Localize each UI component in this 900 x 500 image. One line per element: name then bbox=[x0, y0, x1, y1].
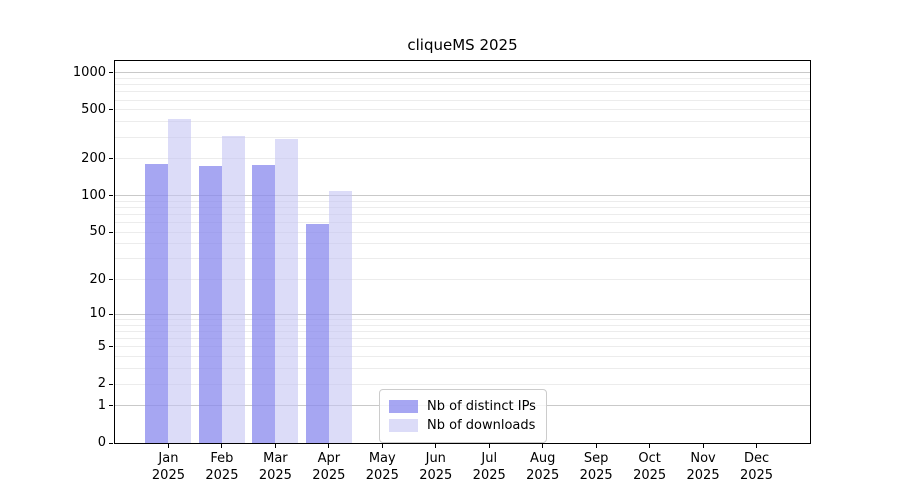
y-axis-tick-label: 20 bbox=[89, 271, 106, 287]
gridline-minor bbox=[115, 346, 810, 348]
gridline-minor bbox=[115, 136, 810, 138]
x-axis-tick-label: May 2025 bbox=[365, 451, 399, 483]
y-axis-tick-label: 100 bbox=[81, 187, 106, 203]
plot-area: Nb of distinct IPs Nb of downloads bbox=[114, 60, 811, 444]
y-axis-tick-label: 1 bbox=[97, 397, 106, 413]
chart-title: cliqueMS 2025 bbox=[407, 36, 518, 54]
x-axis-tick-label: Oct 2025 bbox=[633, 451, 667, 483]
legend-swatch-distinct-ips bbox=[389, 400, 418, 413]
x-axis-tick-label: Dec 2025 bbox=[739, 451, 774, 483]
x-axis-tick-label: Jun 2025 bbox=[419, 451, 453, 483]
gridline-minor bbox=[115, 383, 810, 385]
y-axis-tick-label: 200 bbox=[81, 150, 106, 166]
bar-distinct-ips-mar bbox=[252, 165, 276, 443]
gridline-minor bbox=[115, 356, 810, 358]
x-axis-tick-label: Jan 2025 bbox=[151, 451, 185, 483]
y-axis-tick-label: 1000 bbox=[72, 64, 106, 80]
gridline-minor bbox=[115, 214, 810, 216]
legend-label-downloads: Nb of downloads bbox=[427, 418, 536, 433]
gridline-minor bbox=[115, 279, 810, 281]
gridline-minor bbox=[115, 231, 810, 233]
gridline-minor bbox=[115, 258, 810, 260]
y-axis-tick-label: 2 bbox=[97, 376, 106, 392]
bar-distinct-ips-feb bbox=[198, 165, 222, 443]
x-axis-tick-label: Aug 2025 bbox=[526, 451, 560, 483]
gridline-minor bbox=[115, 206, 810, 208]
y-tick-mark bbox=[109, 231, 113, 233]
y-axis-tick-label: 10 bbox=[89, 306, 106, 322]
gridline-minor bbox=[115, 84, 810, 86]
legend-label-distinct-ips: Nb of distinct IPs bbox=[427, 399, 536, 414]
x-tick-mark bbox=[381, 444, 383, 448]
y-tick-mark bbox=[109, 195, 113, 197]
x-tick-mark bbox=[702, 444, 704, 448]
x-tick-mark bbox=[649, 444, 651, 448]
gridline-minor bbox=[115, 331, 810, 333]
gridline-minor bbox=[115, 319, 810, 321]
gridline-minor bbox=[115, 338, 810, 340]
legend: Nb of distinct IPs Nb of downloads bbox=[379, 389, 547, 443]
x-axis-tick-label: Feb 2025 bbox=[205, 451, 239, 483]
gridline-minor bbox=[115, 77, 810, 79]
gridline-minor bbox=[115, 121, 810, 123]
legend-swatch-downloads bbox=[389, 419, 418, 432]
y-tick-mark bbox=[109, 313, 113, 315]
x-tick-mark bbox=[595, 444, 597, 448]
x-axis-tick-label: Apr 2025 bbox=[312, 451, 346, 483]
gridline-minor bbox=[115, 91, 810, 93]
y-tick-mark bbox=[109, 442, 113, 444]
bar-downloads-mar bbox=[275, 139, 299, 443]
bar-downloads-apr bbox=[328, 190, 352, 443]
gridline-minor bbox=[115, 324, 810, 326]
gridline-major bbox=[115, 72, 810, 74]
bar-distinct-ips-apr bbox=[305, 223, 329, 443]
gridline-minor bbox=[115, 109, 810, 111]
y-tick-mark bbox=[109, 346, 113, 348]
gridline-minor bbox=[115, 222, 810, 224]
gridline-major bbox=[115, 313, 810, 315]
gridline-minor bbox=[115, 368, 810, 370]
x-axis-tick-label: Jul 2025 bbox=[472, 451, 506, 483]
gridline-minor bbox=[115, 200, 810, 202]
y-tick-mark bbox=[109, 279, 113, 281]
x-axis-tick-label: Sep 2025 bbox=[579, 451, 613, 483]
bar-downloads-jan bbox=[168, 119, 192, 443]
y-tick-mark bbox=[109, 383, 113, 385]
y-tick-mark bbox=[109, 72, 113, 74]
gridline-minor bbox=[115, 243, 810, 245]
bar-distinct-ips-jan bbox=[145, 163, 169, 443]
x-tick-mark bbox=[167, 444, 169, 448]
gridline-minor bbox=[115, 158, 810, 160]
bar-downloads-feb bbox=[221, 136, 245, 443]
y-tick-mark bbox=[109, 109, 113, 111]
gridline-minor bbox=[115, 99, 810, 101]
y-axis-tick-label: 5 bbox=[97, 338, 106, 354]
x-tick-mark bbox=[328, 444, 330, 448]
x-tick-mark bbox=[221, 444, 223, 448]
x-tick-mark bbox=[756, 444, 758, 448]
x-tick-mark bbox=[274, 444, 276, 448]
y-axis-tick-label: 50 bbox=[89, 224, 106, 240]
y-tick-mark bbox=[109, 158, 113, 160]
x-tick-mark bbox=[435, 444, 437, 448]
gridline-major bbox=[115, 195, 810, 197]
x-tick-mark bbox=[542, 444, 544, 448]
y-axis-tick-label: 0 bbox=[97, 435, 106, 450]
x-axis-tick-label: Mar 2025 bbox=[258, 451, 292, 483]
y-axis-tick-label: 500 bbox=[81, 101, 106, 117]
x-axis-tick-label: Nov 2025 bbox=[686, 451, 720, 483]
y-tick-mark bbox=[109, 405, 113, 407]
legend-item-downloads: Nb of downloads bbox=[389, 416, 536, 435]
legend-item-distinct-ips: Nb of distinct IPs bbox=[389, 397, 536, 416]
x-tick-mark bbox=[488, 444, 490, 448]
